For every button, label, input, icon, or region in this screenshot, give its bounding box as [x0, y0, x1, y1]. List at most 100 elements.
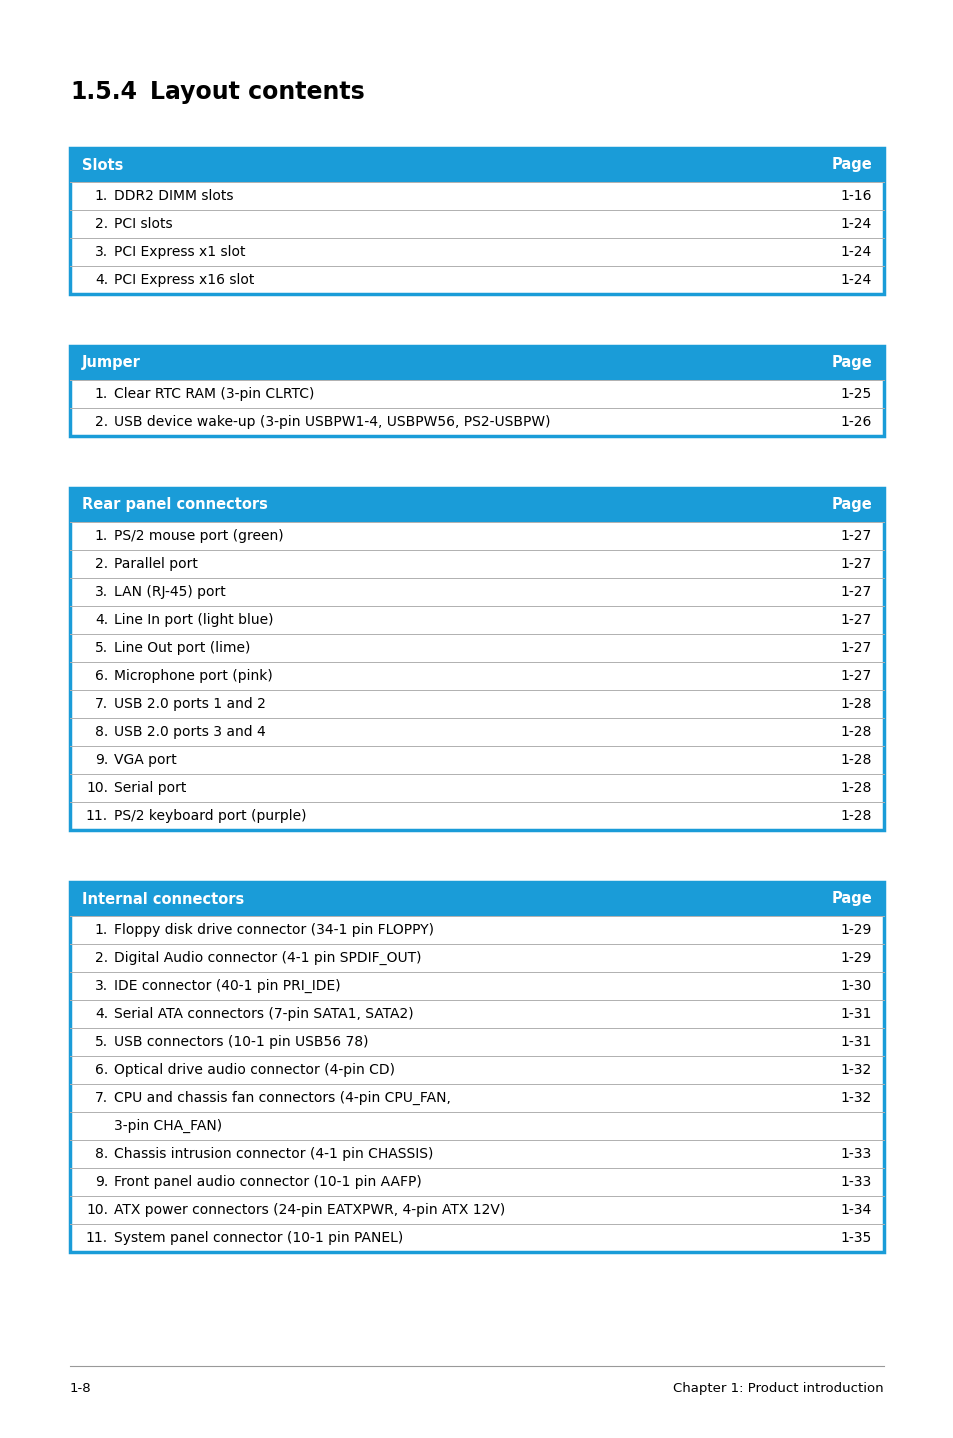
Text: 3.: 3.: [94, 244, 108, 259]
Text: 1-28: 1-28: [840, 697, 871, 710]
Text: USB 2.0 ports 1 and 2: USB 2.0 ports 1 and 2: [113, 697, 266, 710]
Text: 2.: 2.: [94, 951, 108, 965]
Text: 1.: 1.: [94, 923, 108, 938]
Text: Chapter 1: Product introduction: Chapter 1: Product introduction: [673, 1382, 883, 1395]
Text: Front panel audio connector (10-1 pin AAFP): Front panel audio connector (10-1 pin AA…: [113, 1175, 421, 1189]
Bar: [70, 347, 883, 380]
Text: Optical drive audio connector (4-pin CD): Optical drive audio connector (4-pin CD): [113, 1063, 395, 1077]
Text: 6.: 6.: [94, 669, 108, 683]
Text: 1-33: 1-33: [840, 1148, 871, 1160]
Text: Layout contents: Layout contents: [150, 81, 364, 104]
Text: 1-27: 1-27: [840, 529, 871, 544]
Text: 2.: 2.: [94, 557, 108, 571]
Text: USB connectors (10-1 pin USB56 78): USB connectors (10-1 pin USB56 78): [113, 1035, 368, 1048]
Text: 1-27: 1-27: [840, 641, 871, 654]
Text: 6.: 6.: [94, 1063, 108, 1077]
Text: VGA port: VGA port: [113, 754, 176, 766]
Text: 1.5.4: 1.5.4: [70, 81, 137, 104]
Text: 1-28: 1-28: [840, 781, 871, 795]
Text: Internal connectors: Internal connectors: [82, 892, 244, 906]
Text: 3.: 3.: [94, 585, 108, 600]
Text: 1-28: 1-28: [840, 754, 871, 766]
Text: DDR2 DIMM slots: DDR2 DIMM slots: [113, 188, 233, 203]
Text: 1-8: 1-8: [70, 1382, 91, 1395]
Text: 1-27: 1-27: [840, 585, 871, 600]
Text: ATX power connectors (24-pin EATXPWR, 4-pin ATX 12V): ATX power connectors (24-pin EATXPWR, 4-…: [113, 1204, 505, 1217]
Text: 1-24: 1-24: [840, 273, 871, 288]
Text: Jumper: Jumper: [82, 355, 141, 371]
Text: Serial ATA connectors (7-pin SATA1, SATA2): Serial ATA connectors (7-pin SATA1, SATA…: [113, 1007, 414, 1021]
Text: IDE connector (40-1 pin PRI_IDE): IDE connector (40-1 pin PRI_IDE): [113, 979, 340, 994]
Text: 1.: 1.: [94, 387, 108, 401]
Text: 1-25: 1-25: [840, 387, 871, 401]
Text: 3.: 3.: [94, 979, 108, 994]
Text: 11.: 11.: [86, 810, 108, 823]
Text: Clear RTC RAM (3-pin CLRTC): Clear RTC RAM (3-pin CLRTC): [113, 387, 314, 401]
Text: USB 2.0 ports 3 and 4: USB 2.0 ports 3 and 4: [113, 725, 266, 739]
Text: 7.: 7.: [94, 1091, 108, 1104]
Text: Page: Page: [830, 355, 871, 371]
Text: 1-31: 1-31: [840, 1035, 871, 1048]
Text: Page: Page: [830, 158, 871, 173]
Text: PCI Express x1 slot: PCI Express x1 slot: [113, 244, 245, 259]
Text: 1-24: 1-24: [840, 244, 871, 259]
Text: 1-27: 1-27: [840, 557, 871, 571]
Text: 1-29: 1-29: [840, 923, 871, 938]
Text: 1-24: 1-24: [840, 217, 871, 232]
Text: PCI Express x16 slot: PCI Express x16 slot: [113, 273, 254, 288]
Text: 11.: 11.: [86, 1231, 108, 1245]
Text: 1-28: 1-28: [840, 810, 871, 823]
Text: 8.: 8.: [94, 1148, 108, 1160]
Text: Line In port (light blue): Line In port (light blue): [113, 613, 274, 627]
Text: Slots: Slots: [82, 158, 123, 173]
Text: 3-pin CHA_FAN): 3-pin CHA_FAN): [113, 1119, 222, 1133]
Text: Line Out port (lime): Line Out port (lime): [113, 641, 250, 654]
Text: Chassis intrusion connector (4-1 pin CHASSIS): Chassis intrusion connector (4-1 pin CHA…: [113, 1148, 433, 1160]
Text: 5.: 5.: [94, 1035, 108, 1048]
Text: Page: Page: [830, 498, 871, 512]
Text: 1-28: 1-28: [840, 725, 871, 739]
Text: 2.: 2.: [94, 217, 108, 232]
Text: Page: Page: [830, 892, 871, 906]
Text: 1-30: 1-30: [840, 979, 871, 994]
Text: 1-29: 1-29: [840, 951, 871, 965]
Bar: [70, 347, 883, 436]
Text: 1-31: 1-31: [840, 1007, 871, 1021]
Text: 1-27: 1-27: [840, 613, 871, 627]
Text: 4.: 4.: [94, 273, 108, 288]
Bar: [70, 487, 883, 830]
Text: 10.: 10.: [86, 1204, 108, 1217]
Bar: [70, 148, 883, 183]
Text: 1.: 1.: [94, 188, 108, 203]
Text: 7.: 7.: [94, 697, 108, 710]
Text: 9.: 9.: [94, 1175, 108, 1189]
Text: PCI slots: PCI slots: [113, 217, 172, 232]
Bar: [70, 881, 883, 916]
Text: Digital Audio connector (4-1 pin SPDIF_OUT): Digital Audio connector (4-1 pin SPDIF_O…: [113, 951, 421, 965]
Text: System panel connector (10-1 pin PANEL): System panel connector (10-1 pin PANEL): [113, 1231, 403, 1245]
Text: 2.: 2.: [94, 416, 108, 429]
Text: 1-27: 1-27: [840, 669, 871, 683]
Text: 1-33: 1-33: [840, 1175, 871, 1189]
Text: Serial port: Serial port: [113, 781, 186, 795]
Text: 5.: 5.: [94, 641, 108, 654]
Text: Parallel port: Parallel port: [113, 557, 197, 571]
Text: Microphone port (pink): Microphone port (pink): [113, 669, 273, 683]
Text: 1-35: 1-35: [840, 1231, 871, 1245]
Text: 1-34: 1-34: [840, 1204, 871, 1217]
Bar: [70, 487, 883, 522]
Text: 1-16: 1-16: [840, 188, 871, 203]
Text: USB device wake-up (3-pin USBPW1-4, USBPW56, PS2-USBPW): USB device wake-up (3-pin USBPW1-4, USBP…: [113, 416, 550, 429]
Text: 1-26: 1-26: [840, 416, 871, 429]
Text: 4.: 4.: [94, 613, 108, 627]
Bar: [70, 148, 883, 293]
Text: Rear panel connectors: Rear panel connectors: [82, 498, 268, 512]
Text: 9.: 9.: [94, 754, 108, 766]
Text: Floppy disk drive connector (34-1 pin FLOPPY): Floppy disk drive connector (34-1 pin FL…: [113, 923, 434, 938]
Text: CPU and chassis fan connectors (4-pin CPU_FAN,: CPU and chassis fan connectors (4-pin CP…: [113, 1091, 451, 1104]
Text: 1-32: 1-32: [840, 1063, 871, 1077]
Text: LAN (RJ-45) port: LAN (RJ-45) port: [113, 585, 226, 600]
Text: PS/2 keyboard port (purple): PS/2 keyboard port (purple): [113, 810, 306, 823]
Text: PS/2 mouse port (green): PS/2 mouse port (green): [113, 529, 283, 544]
Text: 8.: 8.: [94, 725, 108, 739]
